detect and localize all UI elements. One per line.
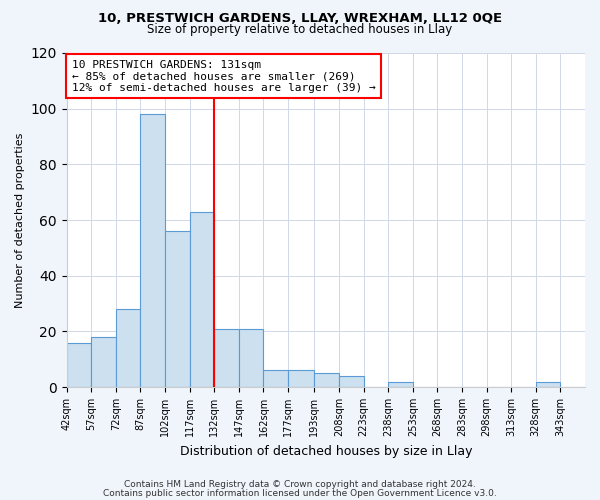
- Bar: [314, 373, 339, 387]
- Bar: [239, 328, 263, 387]
- Bar: [263, 370, 288, 387]
- Bar: [91, 337, 116, 387]
- Text: 10 PRESTWICH GARDENS: 131sqm
← 85% of detached houses are smaller (269)
12% of s: 10 PRESTWICH GARDENS: 131sqm ← 85% of de…: [72, 60, 376, 93]
- Bar: [67, 342, 91, 387]
- Bar: [214, 328, 239, 387]
- X-axis label: Distribution of detached houses by size in Llay: Distribution of detached houses by size …: [179, 444, 472, 458]
- Text: Contains public sector information licensed under the Open Government Licence v3: Contains public sector information licen…: [103, 488, 497, 498]
- Y-axis label: Number of detached properties: Number of detached properties: [15, 132, 25, 308]
- Bar: [140, 114, 165, 387]
- Bar: [536, 382, 560, 387]
- Bar: [165, 231, 190, 387]
- Text: Size of property relative to detached houses in Llay: Size of property relative to detached ho…: [148, 22, 452, 36]
- Bar: [339, 376, 364, 387]
- Text: Contains HM Land Registry data © Crown copyright and database right 2024.: Contains HM Land Registry data © Crown c…: [124, 480, 476, 489]
- Bar: [388, 382, 413, 387]
- Bar: [190, 212, 214, 387]
- Bar: [288, 370, 314, 387]
- Bar: [116, 309, 140, 387]
- Text: 10, PRESTWICH GARDENS, LLAY, WREXHAM, LL12 0QE: 10, PRESTWICH GARDENS, LLAY, WREXHAM, LL…: [98, 12, 502, 26]
